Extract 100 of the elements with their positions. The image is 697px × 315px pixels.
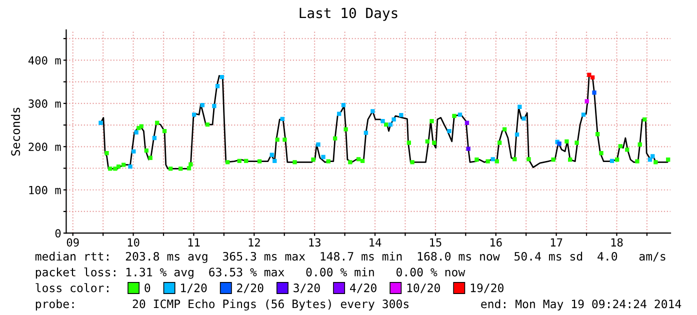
point — [574, 140, 579, 145]
legend-label: 10/20 — [407, 284, 440, 294]
point — [384, 122, 388, 127]
x-tick-label: 11 — [188, 238, 200, 246]
point — [108, 166, 112, 171]
point — [237, 158, 242, 163]
point — [486, 159, 490, 164]
x-tick-label: 15 — [430, 238, 442, 247]
point — [464, 120, 470, 125]
x-tick-label: 16 — [490, 238, 502, 247]
point — [356, 157, 361, 162]
point — [466, 146, 470, 151]
point — [447, 128, 452, 134]
line-series — [100, 74, 670, 170]
point — [526, 157, 531, 162]
point — [128, 164, 132, 169]
point — [282, 138, 287, 142]
point — [654, 160, 658, 164]
point — [121, 162, 126, 167]
point — [272, 158, 277, 163]
point — [635, 159, 640, 164]
point — [321, 154, 326, 160]
point — [113, 166, 118, 171]
point — [348, 160, 352, 164]
legend-label: 2/20 — [237, 284, 264, 294]
point — [615, 158, 620, 162]
point — [280, 116, 284, 122]
point — [332, 136, 338, 141]
point — [458, 112, 462, 117]
point — [139, 124, 144, 128]
point — [104, 151, 109, 156]
point — [388, 122, 393, 127]
point — [592, 90, 596, 95]
point — [344, 127, 348, 132]
point — [292, 160, 297, 164]
point — [186, 166, 192, 170]
legend-label: 4/20 — [350, 284, 376, 294]
legend-label: 19/20 — [470, 284, 504, 294]
point — [316, 142, 320, 147]
text: end: Mon May 19 09:24:24 2014 — [481, 299, 682, 311]
point — [370, 109, 375, 114]
point — [144, 148, 148, 153]
x-tick-label: 18 — [611, 238, 623, 247]
point — [650, 154, 655, 158]
point — [360, 158, 365, 163]
point — [380, 119, 385, 124]
text: packet loss: 1.31 % avg 63.53 % max 0.00 % min 0.00 % now — [36, 267, 466, 279]
point — [522, 116, 526, 121]
point — [148, 156, 152, 160]
point — [226, 160, 230, 164]
point — [590, 75, 595, 80]
point — [116, 164, 121, 169]
point — [155, 120, 160, 125]
x-tick-label: 13 — [309, 238, 320, 247]
point — [205, 122, 210, 127]
point — [399, 113, 404, 118]
point — [587, 72, 592, 77]
y-axis-title: Seconds — [10, 108, 20, 156]
point — [392, 117, 396, 122]
y-tick-label: 400 m — [28, 56, 61, 65]
point — [564, 139, 569, 144]
point — [452, 114, 456, 118]
point — [168, 166, 173, 171]
point — [215, 84, 220, 88]
point — [244, 158, 248, 163]
point — [270, 152, 274, 157]
point — [406, 140, 411, 145]
y-tick-label: 200 m — [28, 142, 61, 152]
point — [98, 120, 103, 125]
point — [494, 159, 499, 164]
point — [474, 158, 479, 162]
x-tick-label: 09 — [66, 238, 79, 247]
point — [581, 112, 586, 117]
point — [341, 103, 346, 108]
y-tick-label: 100 m — [29, 186, 61, 194]
point — [162, 128, 167, 134]
point — [410, 160, 414, 164]
text: probe: 20 ICMP Echo Pings (56 Bytes) every 300s — [36, 299, 408, 311]
point — [599, 151, 604, 156]
point — [642, 117, 647, 122]
y-tick-label: 0 — [55, 229, 61, 238]
x-tick-label: 10 — [128, 238, 140, 247]
point — [625, 148, 630, 152]
point — [430, 119, 434, 124]
point — [514, 132, 520, 137]
point — [200, 103, 205, 108]
point — [188, 162, 193, 166]
point — [275, 138, 280, 142]
legend-title: loss color: — [36, 283, 108, 292]
x-tick-label: 14 — [370, 238, 382, 246]
point — [518, 104, 522, 109]
point — [512, 157, 517, 162]
point — [551, 158, 556, 162]
point — [638, 142, 642, 147]
point — [364, 130, 368, 135]
point — [502, 127, 507, 132]
point — [134, 130, 138, 134]
text: median rtt: 203.8 ms avg 365.3 ms max 148.7 ms min 168.0 ms now 50.4 ms sd 4.0 am/s — [35, 252, 666, 263]
point — [311, 158, 316, 162]
legend-label: 0 — [144, 284, 150, 292]
